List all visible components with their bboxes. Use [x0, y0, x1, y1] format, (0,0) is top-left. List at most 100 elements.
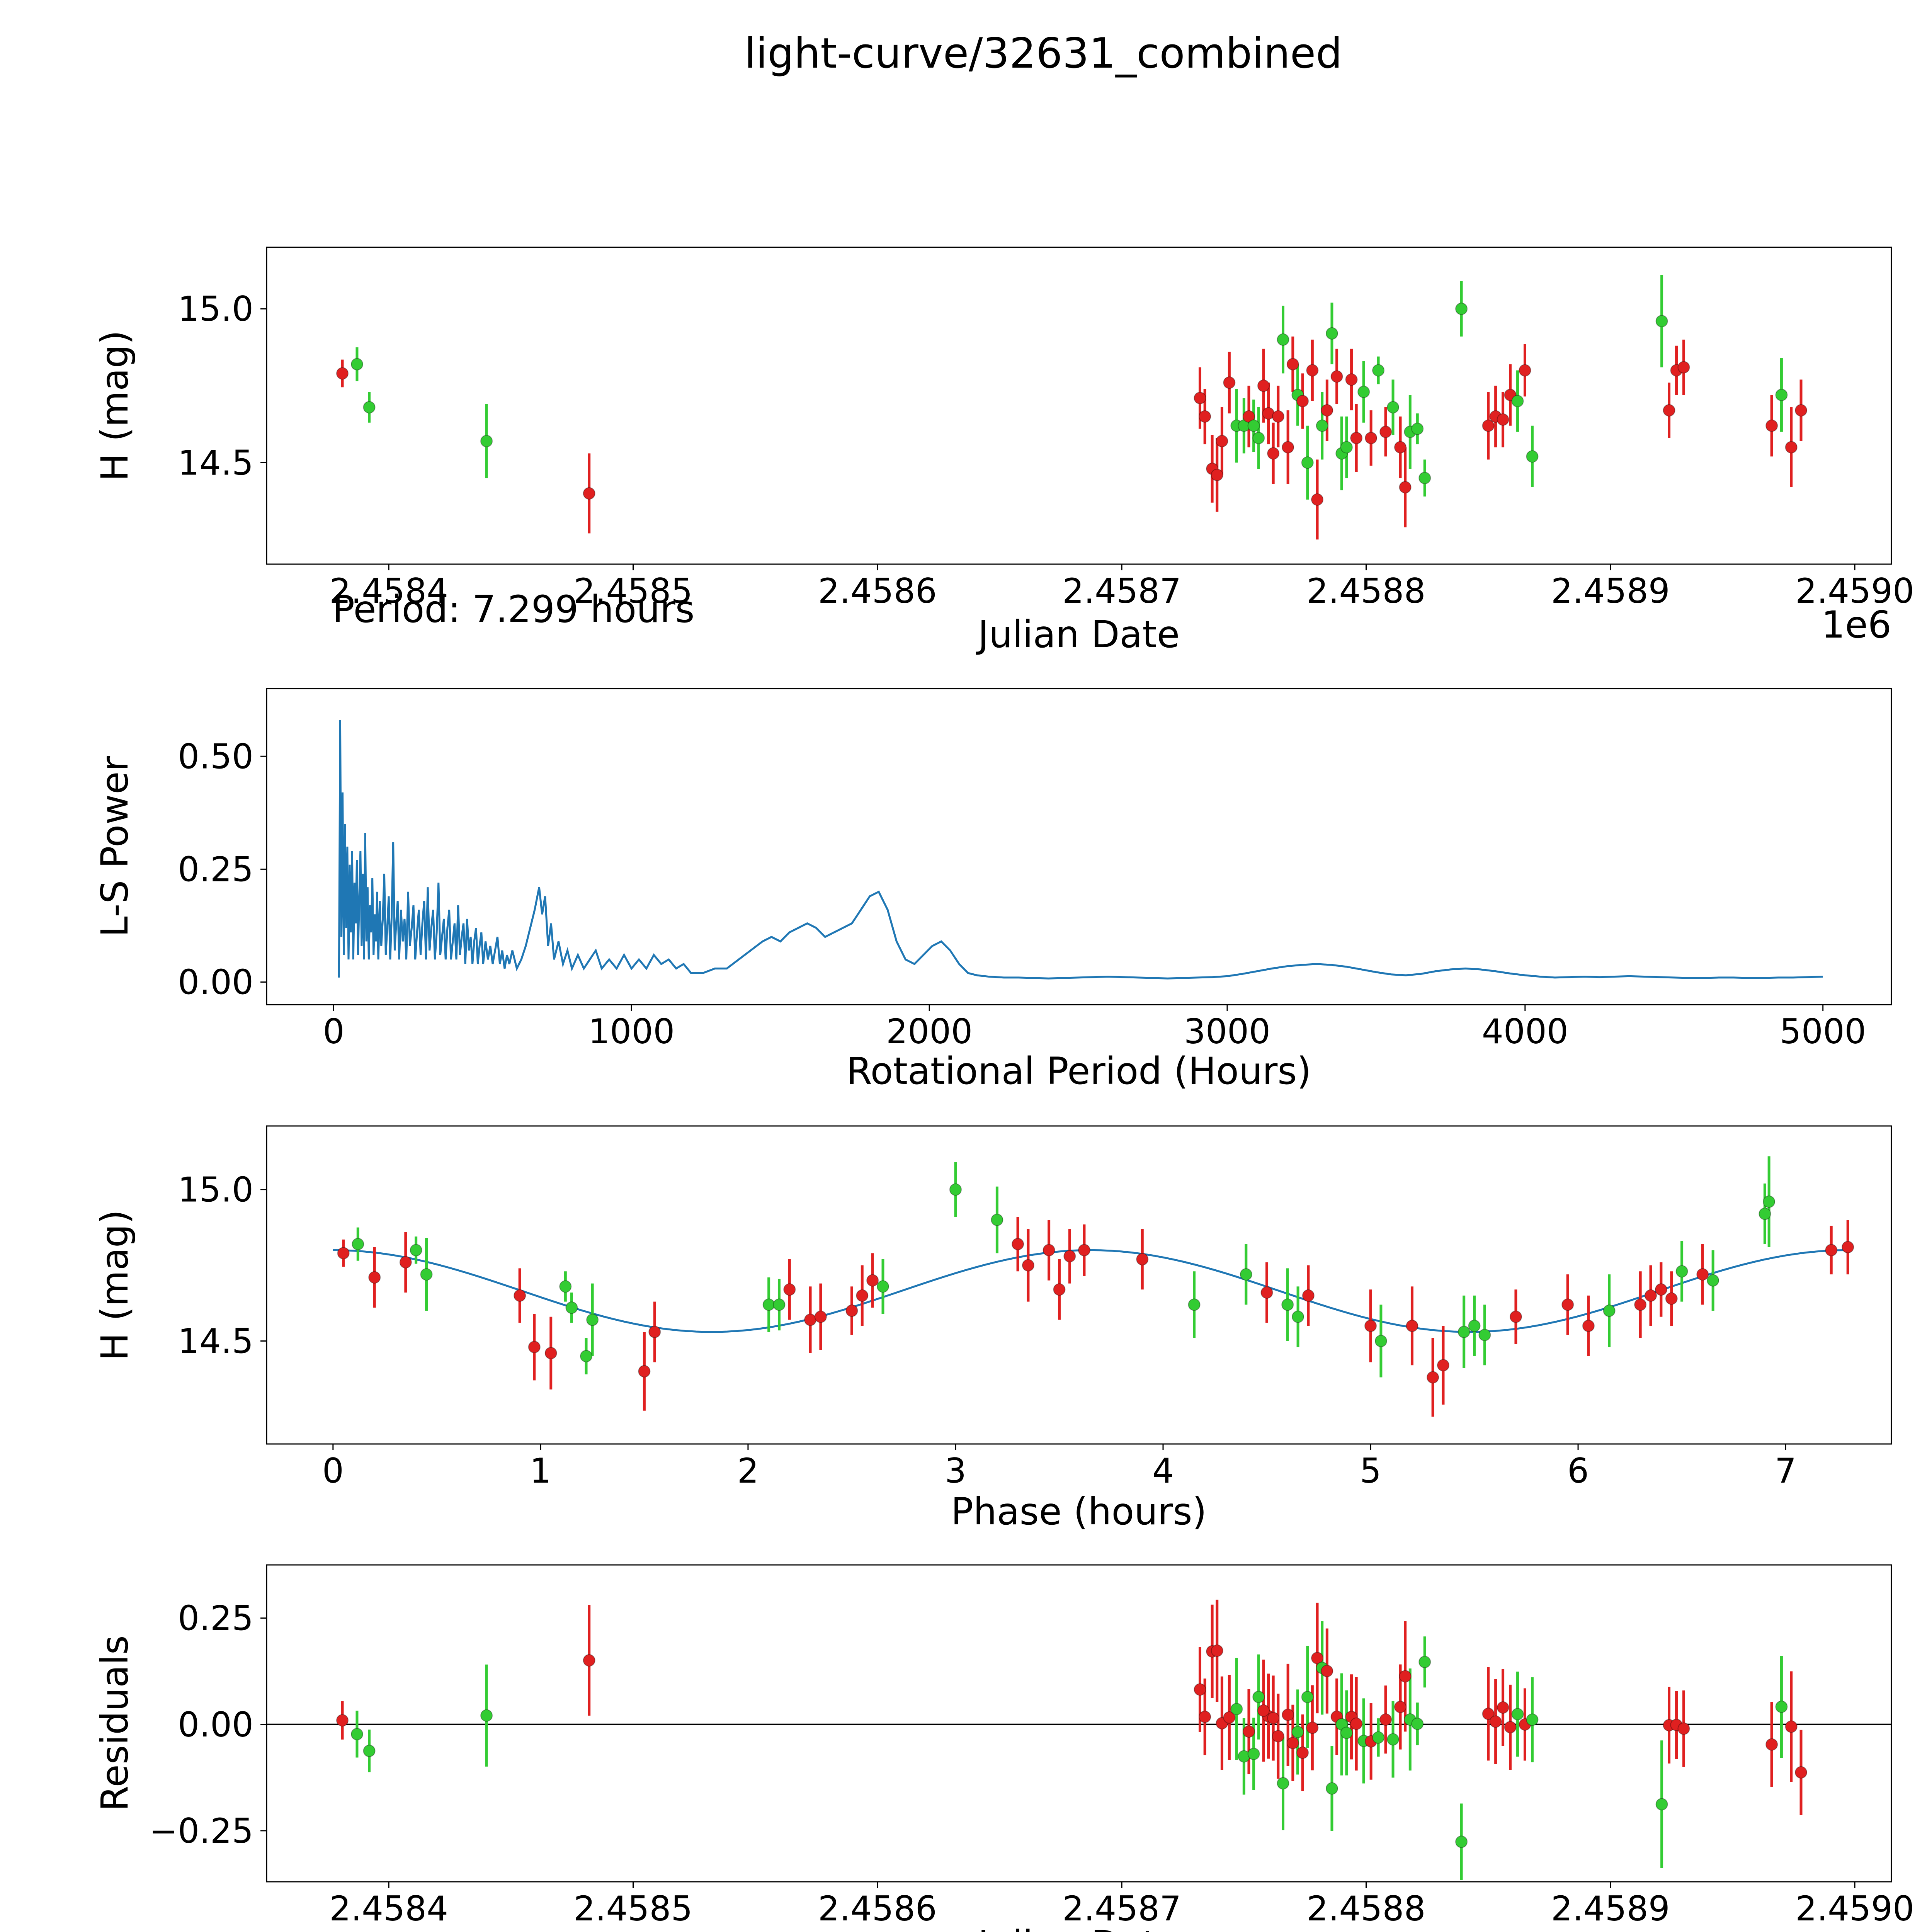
- data-point: [1504, 1721, 1517, 1733]
- data-point: [1277, 1777, 1289, 1790]
- data-point: [1387, 1733, 1400, 1746]
- data-point: [1842, 1241, 1854, 1253]
- data-point: [991, 1213, 1003, 1226]
- data-point: [1387, 401, 1400, 413]
- data-point: [1325, 327, 1338, 340]
- data-point: [1282, 1708, 1294, 1721]
- data-point: [1795, 1766, 1808, 1779]
- plots-container: 2.4584 2.4585 2.4586 2.4587 2.4588 2.4589 2.45…: [149, 247, 1914, 1929]
- data-point: [1411, 1718, 1424, 1730]
- data-point: [363, 1745, 376, 1757]
- x-tick-label: 2.4589: [1551, 571, 1670, 611]
- data-point: [559, 1280, 572, 1293]
- data-point: [1350, 1718, 1363, 1730]
- x-tick-label: 2.4584: [329, 571, 448, 611]
- data-point: [1012, 1238, 1024, 1250]
- x-tick-label: 2.4589: [1551, 1889, 1670, 1929]
- data-point: [1775, 1701, 1788, 1713]
- data-point: [420, 1268, 433, 1281]
- x-tick-label: 7: [1775, 1451, 1796, 1491]
- data-point: [586, 1313, 599, 1326]
- data-point: [845, 1304, 858, 1317]
- y-tick-label: −0.25: [149, 1811, 253, 1851]
- x-tick-label: 3: [945, 1451, 966, 1491]
- data-point: [1357, 386, 1370, 398]
- data-point: [1489, 1715, 1502, 1728]
- x-tick-label: 2.4587: [1062, 1889, 1181, 1929]
- data-point: [1399, 1670, 1412, 1683]
- data-point: [1655, 1283, 1667, 1296]
- data-point: [1394, 1701, 1407, 1713]
- periodogram-line: [338, 720, 1823, 980]
- data-point: [1267, 447, 1280, 460]
- data-point: [368, 1271, 381, 1284]
- y-tick-label: 15.0: [178, 289, 253, 329]
- y-tick-label: 15.0: [178, 1170, 253, 1210]
- data-point: [1252, 432, 1265, 444]
- y-tick-label: 0.25: [178, 849, 253, 889]
- data-point: [1775, 389, 1788, 401]
- data-point: [1795, 404, 1808, 417]
- data-point: [1199, 410, 1211, 423]
- x-tick-label: 1: [530, 1451, 551, 1491]
- subplot-lightcurve: 2.4584 2.4585 2.4586 2.4587 2.4588 2.4589 2.45…: [178, 247, 1914, 611]
- data-point: [1188, 1298, 1201, 1311]
- data-point: [1340, 441, 1353, 454]
- data-point: [1455, 303, 1468, 315]
- data-point: [1316, 419, 1328, 432]
- data-point: [1301, 1690, 1314, 1703]
- data-point: [1411, 422, 1424, 435]
- data-point: [1306, 364, 1319, 377]
- data-point: [1663, 404, 1675, 417]
- data-point: [1306, 1721, 1319, 1734]
- x-tick-label: 5: [1360, 1451, 1381, 1491]
- data-point: [1645, 1289, 1657, 1302]
- data-point: [363, 401, 376, 413]
- figure-title: light-curve/32631_combined: [744, 29, 1342, 78]
- data-point: [804, 1313, 817, 1326]
- data-point: [1765, 1738, 1778, 1751]
- data-point: [1053, 1283, 1066, 1296]
- data-point: [1418, 1656, 1431, 1668]
- data-point: [1272, 410, 1284, 423]
- lightcurve-content: [336, 275, 1808, 540]
- data-point: [1379, 425, 1392, 438]
- data-point: [1043, 1244, 1055, 1257]
- axes-frame: [266, 1125, 1892, 1445]
- data-point: [1321, 1665, 1333, 1677]
- data-point: [1194, 392, 1206, 405]
- data-point: [1257, 1704, 1270, 1717]
- data-point: [1350, 432, 1363, 444]
- residuals-ylabel: Residuals: [93, 1635, 136, 1811]
- data-point: [1482, 1708, 1495, 1720]
- data-point: [1478, 1328, 1491, 1341]
- data-point: [1286, 358, 1299, 371]
- data-point: [1677, 1722, 1690, 1735]
- data-point: [1260, 1286, 1273, 1299]
- subplot-periodogram: 0 1000 2000 3000 4000 5000 0.00 0.25 0.50: [178, 688, 1892, 1051]
- subplot-residuals: 2.4584 2.4585 2.4586 2.4587 2.4588 2.4589 2.45…: [149, 1564, 1914, 1929]
- fit-curve: [333, 1249, 1848, 1333]
- phased-ylabel: H (mag): [93, 1210, 136, 1361]
- phased-xlabel: Phase (hours): [951, 1490, 1207, 1533]
- data-point: [877, 1280, 889, 1293]
- y-tick-label: 0.50: [178, 736, 253, 776]
- data-point: [1785, 441, 1798, 454]
- residuals-content: [267, 1599, 1891, 1880]
- data-point: [638, 1365, 651, 1378]
- data-point: [949, 1183, 962, 1196]
- periodogram-content: [338, 720, 1823, 980]
- data-point: [1372, 1731, 1385, 1744]
- data-point: [1311, 1652, 1324, 1665]
- data-point: [1765, 419, 1778, 432]
- data-point: [580, 1350, 593, 1362]
- data-point: [1374, 1335, 1387, 1347]
- data-point: [1022, 1259, 1034, 1272]
- x-tick-label: 2.4586: [818, 571, 937, 611]
- x-tick-label: 1000: [588, 1012, 675, 1051]
- x-tick-label: 4: [1152, 1451, 1174, 1491]
- data-point: [1311, 493, 1324, 506]
- data-point: [1216, 435, 1228, 447]
- data-point: [773, 1298, 786, 1311]
